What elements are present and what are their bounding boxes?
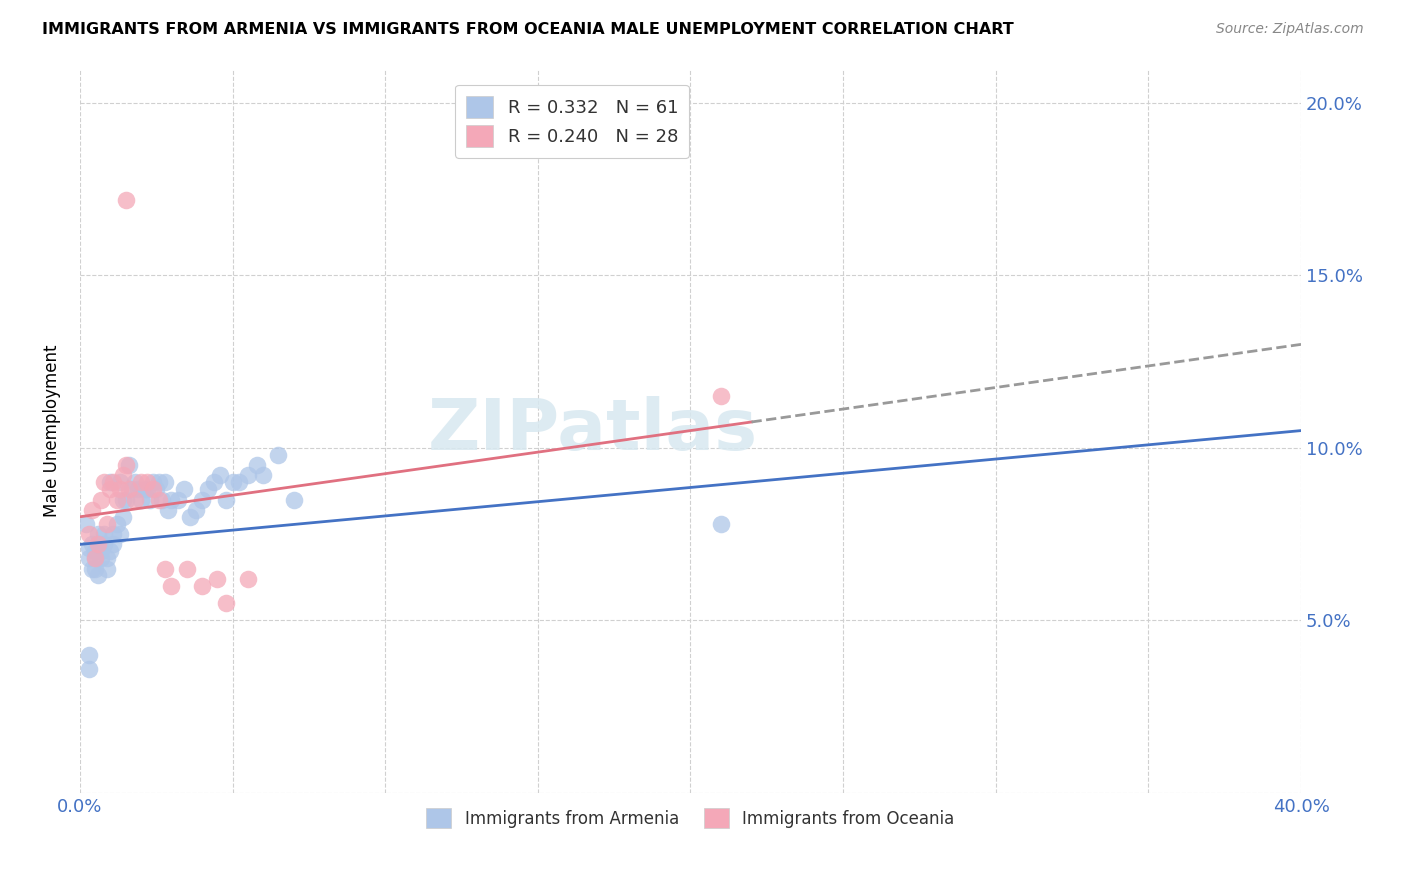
Point — [93, 527, 115, 541]
Point — [236, 572, 259, 586]
Point — [114, 492, 136, 507]
Point — [160, 492, 183, 507]
Point — [84, 551, 107, 566]
Point — [132, 482, 155, 496]
Point — [87, 537, 110, 551]
Point — [108, 475, 131, 490]
Point — [93, 475, 115, 490]
Point — [142, 482, 165, 496]
Point — [150, 492, 173, 507]
Point — [111, 468, 134, 483]
Point — [215, 596, 238, 610]
Point — [103, 475, 125, 490]
Point — [93, 537, 115, 551]
Point — [100, 482, 122, 496]
Point — [202, 475, 225, 490]
Point — [118, 482, 141, 496]
Point — [90, 551, 112, 566]
Point — [184, 503, 207, 517]
Point — [105, 516, 128, 531]
Point — [136, 482, 159, 496]
Point — [191, 492, 214, 507]
Point — [176, 561, 198, 575]
Point — [252, 468, 274, 483]
Text: Source: ZipAtlas.com: Source: ZipAtlas.com — [1216, 22, 1364, 37]
Point — [90, 492, 112, 507]
Point — [111, 509, 134, 524]
Point — [160, 579, 183, 593]
Point — [207, 572, 229, 586]
Point — [114, 193, 136, 207]
Point — [108, 482, 131, 496]
Point — [100, 544, 122, 558]
Point — [108, 527, 131, 541]
Point — [80, 537, 103, 551]
Point — [103, 537, 125, 551]
Point — [84, 544, 107, 558]
Point — [96, 516, 118, 531]
Point — [710, 389, 733, 403]
Point — [173, 482, 195, 496]
Point — [129, 475, 152, 490]
Point — [191, 579, 214, 593]
Point — [166, 492, 188, 507]
Point — [84, 561, 107, 575]
Point — [157, 503, 180, 517]
Point — [84, 551, 107, 566]
Point — [139, 492, 162, 507]
Y-axis label: Male Unemployment: Male Unemployment — [44, 344, 60, 516]
Point — [142, 475, 165, 490]
Point — [87, 527, 110, 541]
Point — [80, 503, 103, 517]
Point — [209, 468, 232, 483]
Point — [103, 527, 125, 541]
Point — [111, 492, 134, 507]
Point — [129, 492, 152, 507]
Point — [77, 648, 100, 662]
Point — [124, 475, 146, 490]
Point — [127, 482, 149, 496]
Point — [246, 458, 269, 472]
Point — [105, 492, 128, 507]
Point — [197, 482, 219, 496]
Point — [155, 561, 177, 575]
Point — [145, 482, 167, 496]
Text: ZIPatlas: ZIPatlas — [427, 396, 758, 465]
Point — [77, 551, 100, 566]
Text: IMMIGRANTS FROM ARMENIA VS IMMIGRANTS FROM OCEANIA MALE UNEMPLOYMENT CORRELATION: IMMIGRANTS FROM ARMENIA VS IMMIGRANTS FR… — [42, 22, 1014, 37]
Point — [118, 458, 141, 472]
Point — [77, 661, 100, 675]
Legend: Immigrants from Armenia, Immigrants from Oceania: Immigrants from Armenia, Immigrants from… — [420, 801, 962, 835]
Point — [236, 468, 259, 483]
Point — [148, 475, 170, 490]
Point — [121, 482, 143, 496]
Point — [179, 509, 201, 524]
Point — [100, 475, 122, 490]
Point — [87, 568, 110, 582]
Point — [215, 492, 238, 507]
Point — [87, 537, 110, 551]
Point — [114, 458, 136, 472]
Point — [228, 475, 250, 490]
Point — [77, 541, 100, 555]
Point — [90, 544, 112, 558]
Point — [96, 551, 118, 566]
Point — [80, 561, 103, 575]
Point — [96, 561, 118, 575]
Point — [710, 516, 733, 531]
Point — [221, 475, 243, 490]
Point — [148, 492, 170, 507]
Point — [75, 516, 97, 531]
Point — [283, 492, 305, 507]
Point — [267, 448, 290, 462]
Point — [124, 492, 146, 507]
Point — [136, 475, 159, 490]
Point — [155, 475, 177, 490]
Point — [77, 527, 100, 541]
